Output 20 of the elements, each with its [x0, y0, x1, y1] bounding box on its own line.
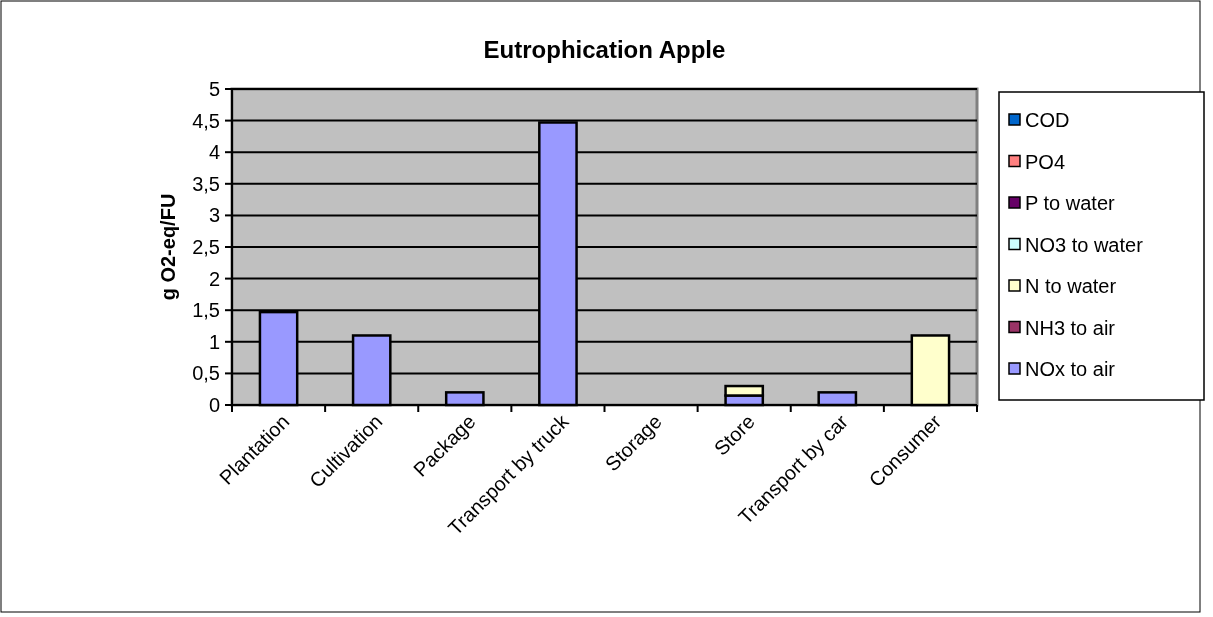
legend-label: NO3 to water [1025, 233, 1144, 256]
y-axis-title: g O2-eq/FU [157, 193, 179, 301]
y-tick-label: 4 [208, 141, 220, 164]
y-tick-label: 2,5 [192, 236, 220, 258]
legend-label: NOx to air [1025, 358, 1116, 380]
legend-label: NH3 to air [1025, 316, 1116, 339]
chart-title: Eutrophication Apple [483, 36, 726, 63]
y-tick-label: 4,5 [192, 109, 220, 132]
y-tick-label: 0 [208, 394, 220, 416]
legend-label: N to water [1025, 275, 1117, 297]
y-tick-label: 3 [208, 204, 220, 227]
y-tick-label: 2 [208, 267, 220, 290]
y-tick-label: 1,5 [192, 299, 220, 322]
legend-label: COD [1025, 109, 1070, 131]
legend-label: P to water [1025, 192, 1116, 214]
y-tick-label: 3,5 [192, 172, 220, 195]
y-tick-label: 0,5 [192, 362, 220, 385]
y-tick-label: 1 [208, 330, 220, 353]
legend-label: PO4 [1025, 150, 1066, 173]
y-tick-label: 5 [208, 78, 220, 100]
